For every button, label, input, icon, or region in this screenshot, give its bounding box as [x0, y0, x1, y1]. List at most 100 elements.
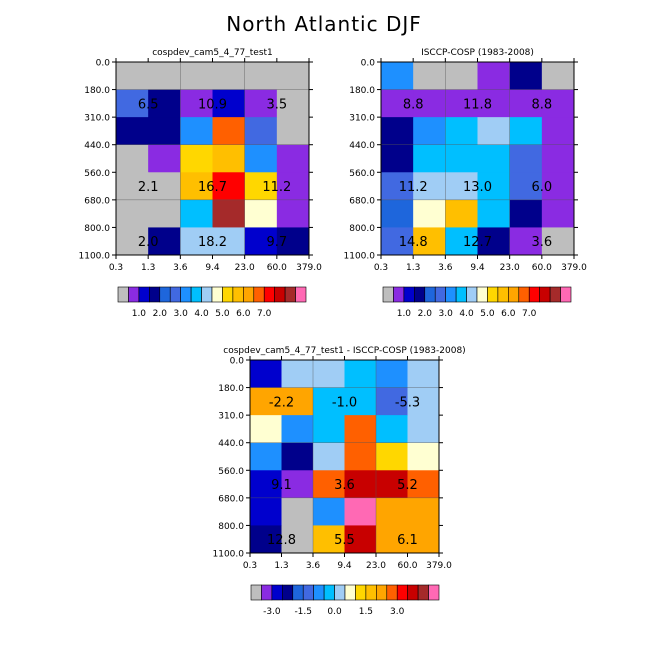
- heatmap-cell: [541, 227, 575, 256]
- colorbar-swatch: [396, 584, 408, 601]
- heatmap-cell: [413, 117, 446, 146]
- heatmap-cell: [148, 89, 181, 118]
- y-tick-label: 310.0: [84, 114, 110, 124]
- x-tick-label: 379.0: [296, 263, 322, 273]
- colorbar-swatch: [386, 584, 398, 601]
- colorbar-label: 3.0: [439, 309, 454, 319]
- heatmap-cell: [244, 62, 278, 91]
- heatmap-cell: [148, 227, 181, 256]
- colorbar-swatch: [250, 584, 262, 601]
- y-tick-label: 180.0: [349, 86, 375, 96]
- heatmap-cell: [250, 442, 282, 471]
- heatmap-cell: [477, 144, 511, 173]
- heatmap-cell: [281, 470, 314, 499]
- heatmap-cell: [180, 227, 213, 256]
- heatmap-cell: [250, 387, 282, 416]
- colorbar-swatch: [497, 286, 509, 303]
- panel-model: cospdev_cam5_4_77_test1 6.5 10.9 3.5 2.1 16.7…: [79, 48, 323, 319]
- heatmap-cell: [445, 172, 478, 201]
- cell-value-label: 18.2: [198, 235, 227, 250]
- heatmap-cell: [413, 227, 446, 256]
- y-tick-label: 440.0: [218, 439, 244, 449]
- cell-value-label: 5.2: [397, 478, 418, 493]
- y-tick-label: 800.0: [349, 224, 375, 234]
- y-tick-label: 0.0: [96, 59, 111, 69]
- x-tick-label: 9.4: [337, 561, 352, 571]
- heatmap-cell: [407, 387, 440, 416]
- heatmap-cell: [281, 497, 314, 526]
- colorbar: 1.0 2.0 3.0 4.0 5.0 6.0 7.0: [382, 286, 572, 319]
- cell-value-label: 11.8: [463, 97, 492, 112]
- colorbar-swatch: [560, 286, 572, 303]
- heatmap-cell: [148, 144, 181, 173]
- y-tick-label: 680.0: [218, 494, 244, 504]
- heatmap-cell: [381, 89, 414, 118]
- heatmap-cell: [313, 415, 345, 444]
- heatmap-cell: [381, 227, 414, 256]
- heatmap-cell: [116, 227, 149, 256]
- panel-title: ISCCP-COSP (1983-2008): [421, 48, 534, 58]
- colorbar-swatch: [149, 286, 161, 303]
- cell-value-label: 3.6: [531, 235, 552, 250]
- cell-value-label: 13.0: [463, 180, 492, 195]
- heatmap-cell: [541, 199, 575, 228]
- colorbar-label: 2.0: [153, 309, 168, 319]
- heatmap-cell: [212, 172, 246, 201]
- cell-value-label: 11.2: [262, 180, 291, 195]
- heatmap-cell: [376, 387, 408, 416]
- heatmap-cell: [276, 144, 310, 173]
- heatmap-cell: [376, 442, 408, 471]
- heatmap-cell: [376, 497, 408, 526]
- heatmap-cell: [541, 62, 575, 91]
- colorbar-label: 6.0: [501, 309, 516, 319]
- colorbar-swatch: [169, 286, 181, 303]
- heatmap-cell: [477, 89, 511, 118]
- heatmap-cell: [180, 62, 213, 91]
- heatmap-cell: [116, 62, 149, 91]
- colorbar-swatch: [334, 584, 346, 601]
- heatmap-cell: [381, 117, 414, 146]
- y-tick-label: 680.0: [84, 196, 110, 206]
- heatmap-cell: [445, 62, 478, 91]
- heatmap-cell: [281, 415, 314, 444]
- panel-obs: ISCCP-COSP (1983-2008) 8.8 11.8 8.8 11.2 13.0…: [344, 48, 588, 319]
- heatmap-cell: [116, 89, 149, 118]
- colorbar-swatch: [528, 286, 540, 303]
- colorbar-swatch: [222, 286, 234, 303]
- x-tick-label: 1.3: [406, 263, 420, 273]
- heatmap-cell: [212, 117, 246, 146]
- colorbar-swatch: [243, 286, 255, 303]
- y-tick-label: 0.0: [361, 59, 376, 69]
- colorbar-swatch: [414, 286, 426, 303]
- cell-value-label: -2.2: [269, 395, 294, 410]
- cell-value-label: -5.3: [395, 395, 420, 410]
- heatmap-cell: [313, 360, 345, 389]
- colorbar: -3.0 -1.5 0.0 1.5 3.0: [250, 584, 440, 617]
- heatmap-cell: [180, 117, 213, 146]
- heatmap-cell: [180, 89, 213, 118]
- heatmap-cell: [212, 227, 246, 256]
- heatmap-cell: [477, 117, 511, 146]
- heatmap-cell: [276, 227, 310, 256]
- panel-diff: cospdev_cam5_4_77_test1 - ISCCP-COSP (19…: [213, 346, 466, 617]
- heatmap-cell: [116, 199, 149, 228]
- panel-title: cospdev_cam5_4_77_test1: [152, 48, 273, 58]
- heatmap-cell: [276, 172, 310, 201]
- heatmap-cell: [509, 199, 543, 228]
- colorbar-label: 7.0: [522, 309, 537, 319]
- cell-value-label: 9.7: [266, 235, 287, 250]
- colorbar-swatch: [232, 286, 244, 303]
- colorbar-swatch: [292, 584, 304, 601]
- colorbar-label: 2.0: [418, 309, 433, 319]
- colorbar-swatch: [376, 584, 388, 601]
- colorbar-swatch: [393, 286, 405, 303]
- colorbar-swatch: [274, 286, 286, 303]
- cell-value-label: 11.2: [399, 180, 428, 195]
- heatmap-cell: [541, 144, 575, 173]
- heatmap-cell: [281, 442, 314, 471]
- colorbar-swatch: [313, 584, 325, 601]
- x-tick-label: 379.0: [561, 263, 587, 273]
- colorbar-label: 1.0: [397, 309, 412, 319]
- cell-value-label: 5.5: [334, 533, 355, 548]
- heatmap-cell: [180, 144, 213, 173]
